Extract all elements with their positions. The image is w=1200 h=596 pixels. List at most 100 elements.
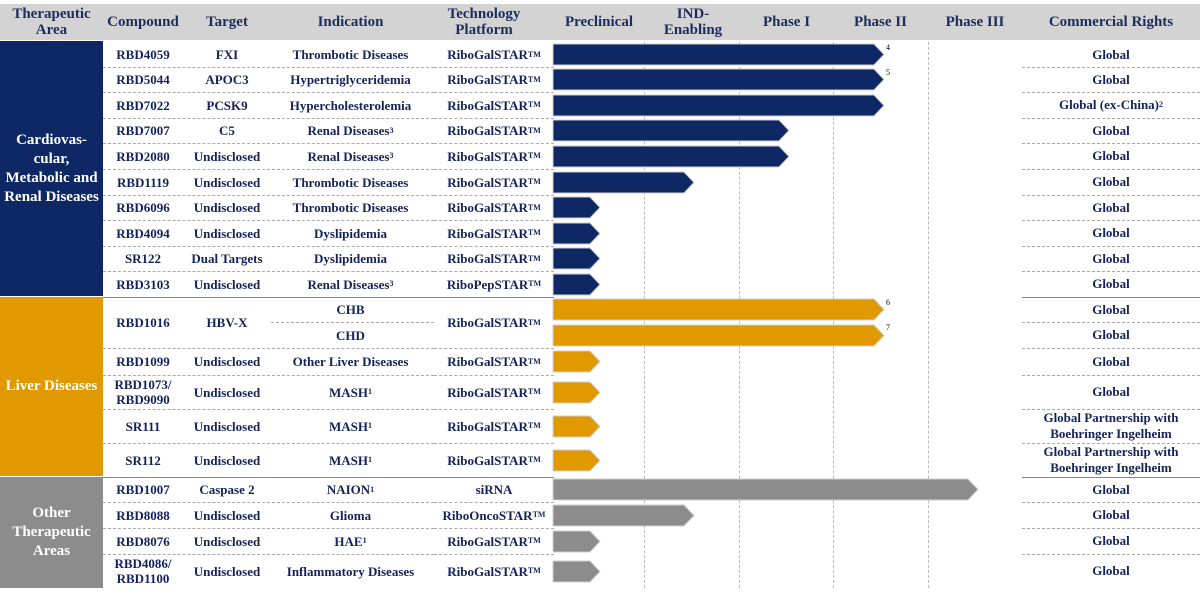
- compound-text: RBD1016: [116, 315, 170, 330]
- compound-text: RBD1119: [116, 174, 169, 190]
- target-text: Undisclosed: [193, 148, 261, 164]
- row-divider: [103, 443, 434, 444]
- header-compound: Compound: [107, 14, 179, 30]
- platform-text: RiboGalSTAR: [447, 315, 528, 330]
- rights-text: Global: [1092, 250, 1130, 266]
- bar-shape: [552, 145, 790, 168]
- header-technology-platform: Technology Platform: [447, 6, 521, 38]
- indication-cell: MASH 1: [329, 384, 372, 400]
- bar-shape: [552, 196, 601, 219]
- indication-cell: CHD: [271, 322, 430, 348]
- rights-text: Global: [1092, 174, 1130, 189]
- footnote-marker: 7: [886, 323, 890, 332]
- row-divider: [103, 169, 434, 170]
- compound-cell: RBD4059: [103, 42, 183, 67]
- rights-text: Global Partnership with Boehringer Ingel…: [1043, 444, 1179, 475]
- row-divider: [434, 409, 554, 410]
- platform-text: RiboGalSTAR: [447, 225, 528, 241]
- compound-text: RBD8088: [116, 507, 170, 523]
- bar-shape: [552, 478, 979, 501]
- header-target: Target: [206, 14, 248, 30]
- rights-cell: Global: [1022, 118, 1200, 143]
- rights-cell: Global: [1022, 528, 1200, 554]
- platform-text: RiboGalSTAR: [447, 200, 528, 215]
- header-phase-2: Phase II: [854, 14, 907, 30]
- bar-shape: [552, 43, 885, 66]
- indication-text: Other Liver Diseases: [292, 354, 409, 369]
- row-divider: [1022, 195, 1200, 196]
- rights-text: Global: [1092, 533, 1130, 548]
- row-divider: [1022, 554, 1200, 555]
- bar-shape: [552, 298, 885, 321]
- compound-text: RBD7007: [116, 123, 170, 138]
- compound-cell: RBD1099: [103, 348, 183, 375]
- compound-text: RBD4094: [116, 225, 170, 241]
- row-divider: [103, 271, 434, 272]
- area-divider: [103, 477, 554, 478]
- platform-text: RiboOncoSTAR: [442, 507, 533, 523]
- target-text: C5: [219, 123, 235, 138]
- target-cell: Undisclosed: [183, 348, 271, 375]
- bar-shape: [552, 94, 885, 117]
- rights-cell: Global: [1022, 67, 1200, 92]
- platform-text: RiboGalSTAR: [447, 47, 528, 62]
- compound-cell: RBD1073/ RBD9090: [103, 375, 183, 409]
- indication-cell: NAION 1: [326, 482, 375, 497]
- indication-text: Thrombotic Diseases: [292, 47, 409, 62]
- compound-cell: RBD7022: [103, 92, 183, 118]
- compound-text: RBD6096: [116, 200, 170, 215]
- indication-cell: Dyslipidemia: [271, 246, 430, 271]
- indication-cell: Thrombotic Diseases: [271, 195, 430, 220]
- row-divider: [1022, 246, 1200, 247]
- target-text: Undisclosed: [193, 418, 261, 434]
- progress-bar-preclinical: [552, 247, 601, 270]
- compound-text: RBD1099: [116, 354, 170, 369]
- row-divider: [103, 409, 434, 410]
- rights-text: Global: [1092, 301, 1130, 317]
- indication-text: HAE: [334, 533, 363, 549]
- rights-text: Global (ex-China): [1058, 97, 1160, 112]
- progress-bar-phase-i: [552, 145, 790, 168]
- header-therapeutic-area: Therapeutic Area: [12, 6, 91, 38]
- target-text: Undisclosed: [193, 354, 261, 369]
- indication-text: Hypertriglyceridemia: [290, 72, 411, 87]
- row-divider: [103, 195, 434, 196]
- progress-bar-phase-ii: [552, 298, 885, 321]
- row-divider: [1022, 118, 1200, 119]
- progress-bar-phase-ii: [552, 324, 885, 347]
- progress-bar-preclinical: [552, 560, 601, 583]
- platform-cell: RiboGalSTAR TM: [447, 452, 541, 468]
- row-divider: [103, 67, 434, 68]
- row-divider: [1022, 443, 1200, 444]
- rights-cell: Global: [1022, 554, 1200, 588]
- area-other: Other Therapeutic Areas: [0, 477, 103, 588]
- row-divider: [1022, 502, 1200, 503]
- area-divider: [103, 297, 554, 298]
- compound-cell: RBD1119: [103, 169, 183, 195]
- header-background: [0, 4, 1200, 40]
- compound-cell: RBD5044: [103, 67, 183, 92]
- rights-text: Global: [1092, 384, 1130, 399]
- rights-text: Global: [1092, 353, 1130, 369]
- indication-text: Thrombotic Diseases: [292, 200, 409, 215]
- rights-cell: Global: [1022, 297, 1200, 322]
- platform-cell: RiboGalSTAR TM: [447, 200, 541, 215]
- row-divider: [271, 322, 434, 323]
- platform-text: RiboGalSTAR: [447, 418, 528, 434]
- target-cell: APOC3: [183, 67, 271, 92]
- platform-cell: RiboGalSTAR TM: [447, 123, 541, 138]
- rights-text: Global: [1092, 327, 1130, 342]
- target-cell: Undisclosed: [183, 220, 271, 246]
- bar-shape: [552, 560, 601, 583]
- compound-cell: SR112: [103, 443, 183, 477]
- target-cell: Caspase 2: [183, 477, 271, 502]
- progress-bar-phase-ii: [552, 94, 885, 117]
- area-cardiovascular: Cardiovas-cular, Metabolic and Renal Dis…: [0, 41, 103, 296]
- indication-text: NAION: [326, 482, 371, 497]
- rights-cell: Global: [1022, 143, 1200, 169]
- target-cell: FXI: [183, 42, 271, 67]
- indication-cell: Hypercholesterolemia: [271, 92, 430, 118]
- indication-text: CHB: [336, 302, 365, 317]
- indication-text: Glioma: [329, 507, 372, 523]
- progress-bar-ind-enabling: [552, 504, 695, 527]
